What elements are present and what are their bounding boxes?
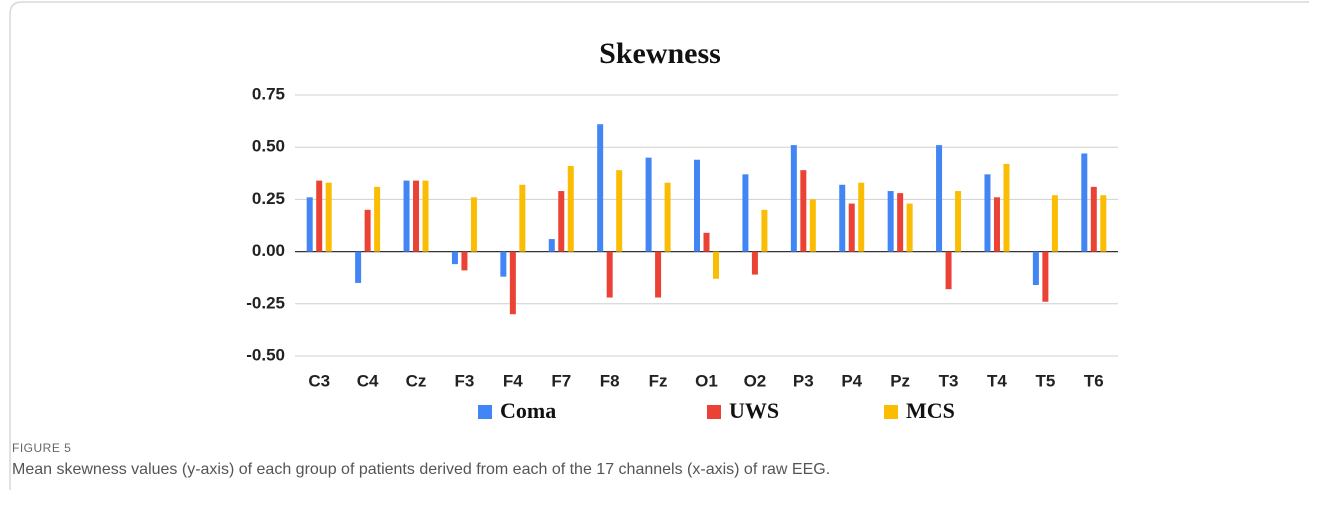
bar xyxy=(809,199,816,252)
bar xyxy=(606,251,613,298)
x-tick-label: F4 xyxy=(503,371,523,390)
x-tick-label: C4 xyxy=(357,371,379,390)
legend-label: MCS xyxy=(906,398,955,423)
bar xyxy=(567,165,574,252)
bar xyxy=(945,251,952,290)
bar xyxy=(509,251,516,315)
y-tick-label: 0.50 xyxy=(252,137,285,156)
bar xyxy=(936,145,943,252)
bar xyxy=(1100,195,1107,252)
bar xyxy=(839,184,846,252)
bar xyxy=(451,251,458,265)
bar xyxy=(848,203,855,252)
x-tick-label: Fz xyxy=(649,371,668,390)
y-tick-label: 0.00 xyxy=(252,241,285,260)
figure-label: FIGURE 5 xyxy=(12,441,71,455)
figure-caption: Mean skewness values (y-axis) of each gr… xyxy=(12,461,830,478)
bar xyxy=(1051,195,1058,252)
bar xyxy=(790,145,797,252)
x-tick-label: C3 xyxy=(308,371,330,390)
x-tick-label: F7 xyxy=(551,371,571,390)
bar xyxy=(519,184,526,252)
bar xyxy=(364,209,371,252)
bar xyxy=(461,251,468,271)
bar xyxy=(306,197,313,252)
y-tick-label: -0.50 xyxy=(246,345,285,364)
bar xyxy=(500,251,507,277)
y-tick-label: 0.75 xyxy=(252,84,285,103)
x-tick-label: F8 xyxy=(600,371,620,390)
legend-swatch xyxy=(478,405,492,419)
bar xyxy=(316,180,323,252)
bar xyxy=(703,232,710,252)
legend-swatch xyxy=(707,405,721,419)
bar xyxy=(906,203,913,252)
chart-title: Skewness xyxy=(599,37,721,70)
bar xyxy=(325,182,332,252)
bar xyxy=(1003,163,1010,252)
bar xyxy=(403,180,410,252)
x-tick-label: T3 xyxy=(939,371,959,390)
bar xyxy=(984,174,991,252)
bar xyxy=(742,174,749,252)
bar xyxy=(470,197,477,252)
bar xyxy=(761,209,768,252)
bar xyxy=(993,197,1000,252)
bar xyxy=(800,170,807,252)
bar xyxy=(751,251,758,275)
x-tick-label: P3 xyxy=(793,371,814,390)
bar xyxy=(645,157,652,252)
bar xyxy=(422,180,429,252)
x-tick-label: F3 xyxy=(455,371,475,390)
x-tick-label: T6 xyxy=(1084,371,1104,390)
bar xyxy=(355,251,362,283)
bar xyxy=(413,180,420,252)
x-tick-label: T4 xyxy=(987,371,1007,390)
x-tick-label: P4 xyxy=(841,371,862,390)
bar xyxy=(1042,251,1049,302)
x-tick-label: O2 xyxy=(744,371,767,390)
bar xyxy=(655,251,662,298)
bar xyxy=(374,186,381,252)
bar xyxy=(558,191,565,252)
bar xyxy=(713,251,719,279)
bar xyxy=(1081,153,1088,252)
bar xyxy=(664,182,671,252)
y-tick-label: -0.25 xyxy=(246,293,285,312)
bar xyxy=(1032,251,1039,286)
legend-label: Coma xyxy=(500,398,556,423)
bar xyxy=(955,191,962,252)
figure-border xyxy=(9,1,1309,490)
bar xyxy=(858,182,865,252)
bar xyxy=(694,159,700,252)
bar xyxy=(616,170,623,252)
x-tick-label: Cz xyxy=(406,371,427,390)
bar xyxy=(1090,186,1097,252)
x-tick-label: O1 xyxy=(695,371,718,390)
bar xyxy=(887,191,894,252)
x-tick-label: T5 xyxy=(1035,371,1055,390)
x-tick-label: Pz xyxy=(890,371,910,390)
bar xyxy=(897,193,904,252)
legend-label: UWS xyxy=(729,398,779,423)
bar xyxy=(548,239,555,252)
bar xyxy=(597,124,604,252)
y-tick-label: 0.25 xyxy=(252,189,285,208)
legend-swatch xyxy=(884,405,898,419)
